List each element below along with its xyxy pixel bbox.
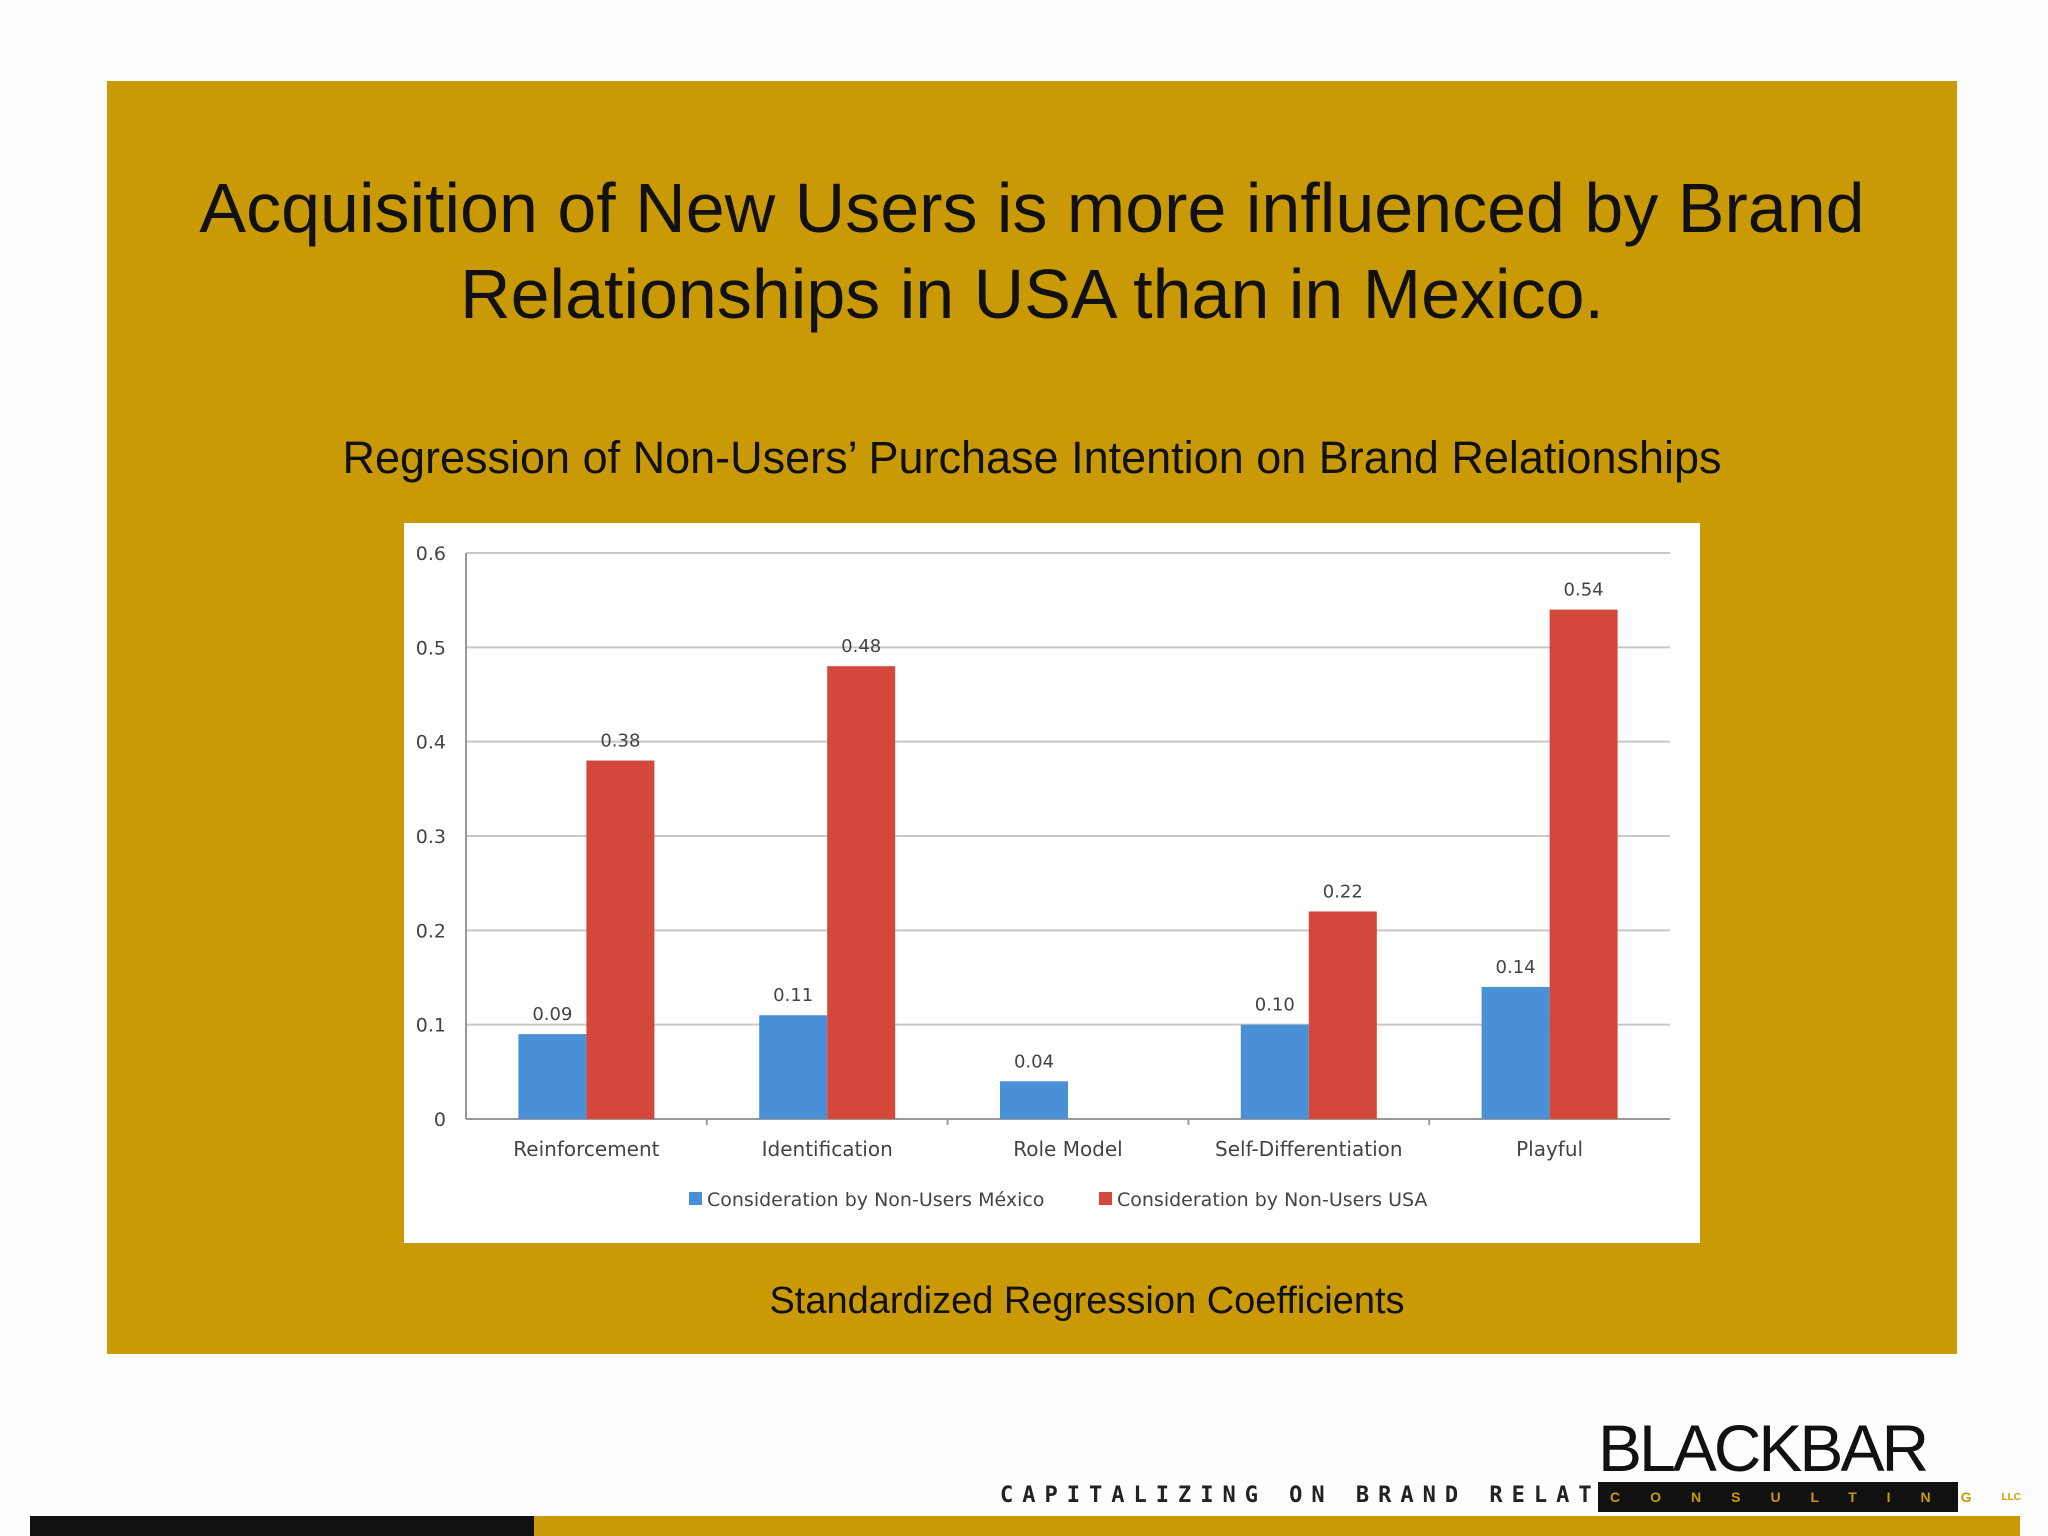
bar-mexico [1481, 986, 1550, 1119]
bar-mexico [759, 1015, 828, 1119]
footer-bar-gold [534, 1516, 2020, 1536]
y-tick-label: 0.4 [416, 732, 446, 754]
blackbar-logo: BLACKBAR CONSULTING LLC [1598, 1411, 2021, 1512]
bar-mexico [518, 1034, 587, 1119]
y-tick-label: 0.6 [416, 543, 446, 565]
y-tick-label: 0 [434, 1109, 446, 1131]
chart-caption: Standardized Regression Coefficients [769, 1280, 1405, 1322]
y-tick-label: 0.1 [416, 1015, 446, 1037]
data-label: 0.14 [1496, 957, 1536, 978]
legend-swatch [689, 1192, 702, 1205]
data-label: 0.10 [1255, 995, 1295, 1016]
slide-headline: Acquisition of New Users is more influen… [199, 169, 1865, 333]
logo-subbar: CONSULTING LLC [1598, 1482, 2021, 1512]
x-category-label: Playful [1516, 1137, 1583, 1161]
data-label: 0.09 [532, 1004, 572, 1025]
data-label: 0.38 [600, 731, 640, 752]
footer-bar-dark [30, 1516, 534, 1536]
x-category-label: Reinforcement [513, 1137, 659, 1161]
bar-mexico [1240, 1024, 1309, 1119]
logo-llc: LLC [2001, 1491, 2021, 1503]
x-category-label: Identification [762, 1137, 893, 1161]
y-tick-label: 0.2 [416, 920, 446, 942]
bar-chart: 0 0.1 0.2 0.3 0.4 0.5 0.6 Reinforcement 0.09 0.38… [416, 543, 1670, 1211]
x-category-label: Self-Differentiation [1215, 1137, 1403, 1161]
data-label: 0.04 [1014, 1051, 1054, 1072]
bar-usa [1549, 609, 1618, 1119]
data-label: 0.48 [841, 636, 881, 657]
y-tick-label: 0.3 [416, 826, 446, 848]
legend-swatch [1099, 1192, 1112, 1205]
chart-subtitle: Regression of Non-Users’ Purchase Intent… [342, 432, 1722, 483]
legend-label: Consideration by Non-Users México [707, 1189, 1044, 1211]
bar-usa [827, 666, 896, 1119]
y-tick-label: 0.5 [416, 637, 446, 659]
bar-usa [1308, 911, 1377, 1119]
chart-container: 0 0.1 0.2 0.3 0.4 0.5 0.6 Reinforcement 0.09 0.38… [404, 523, 1700, 1243]
logo-subtext: CONSULTING [1610, 1489, 2002, 1505]
bar-mexico [1000, 1081, 1068, 1119]
logo-wordmark: BLACKBAR [1598, 1411, 1929, 1485]
data-label: 0.54 [1564, 580, 1604, 601]
x-category-label: Role Model [1013, 1137, 1123, 1161]
data-label: 0.11 [773, 985, 813, 1006]
legend-label: Consideration by Non-Users USA [1117, 1189, 1427, 1211]
bar-usa [586, 760, 655, 1119]
data-label: 0.22 [1323, 881, 1363, 902]
